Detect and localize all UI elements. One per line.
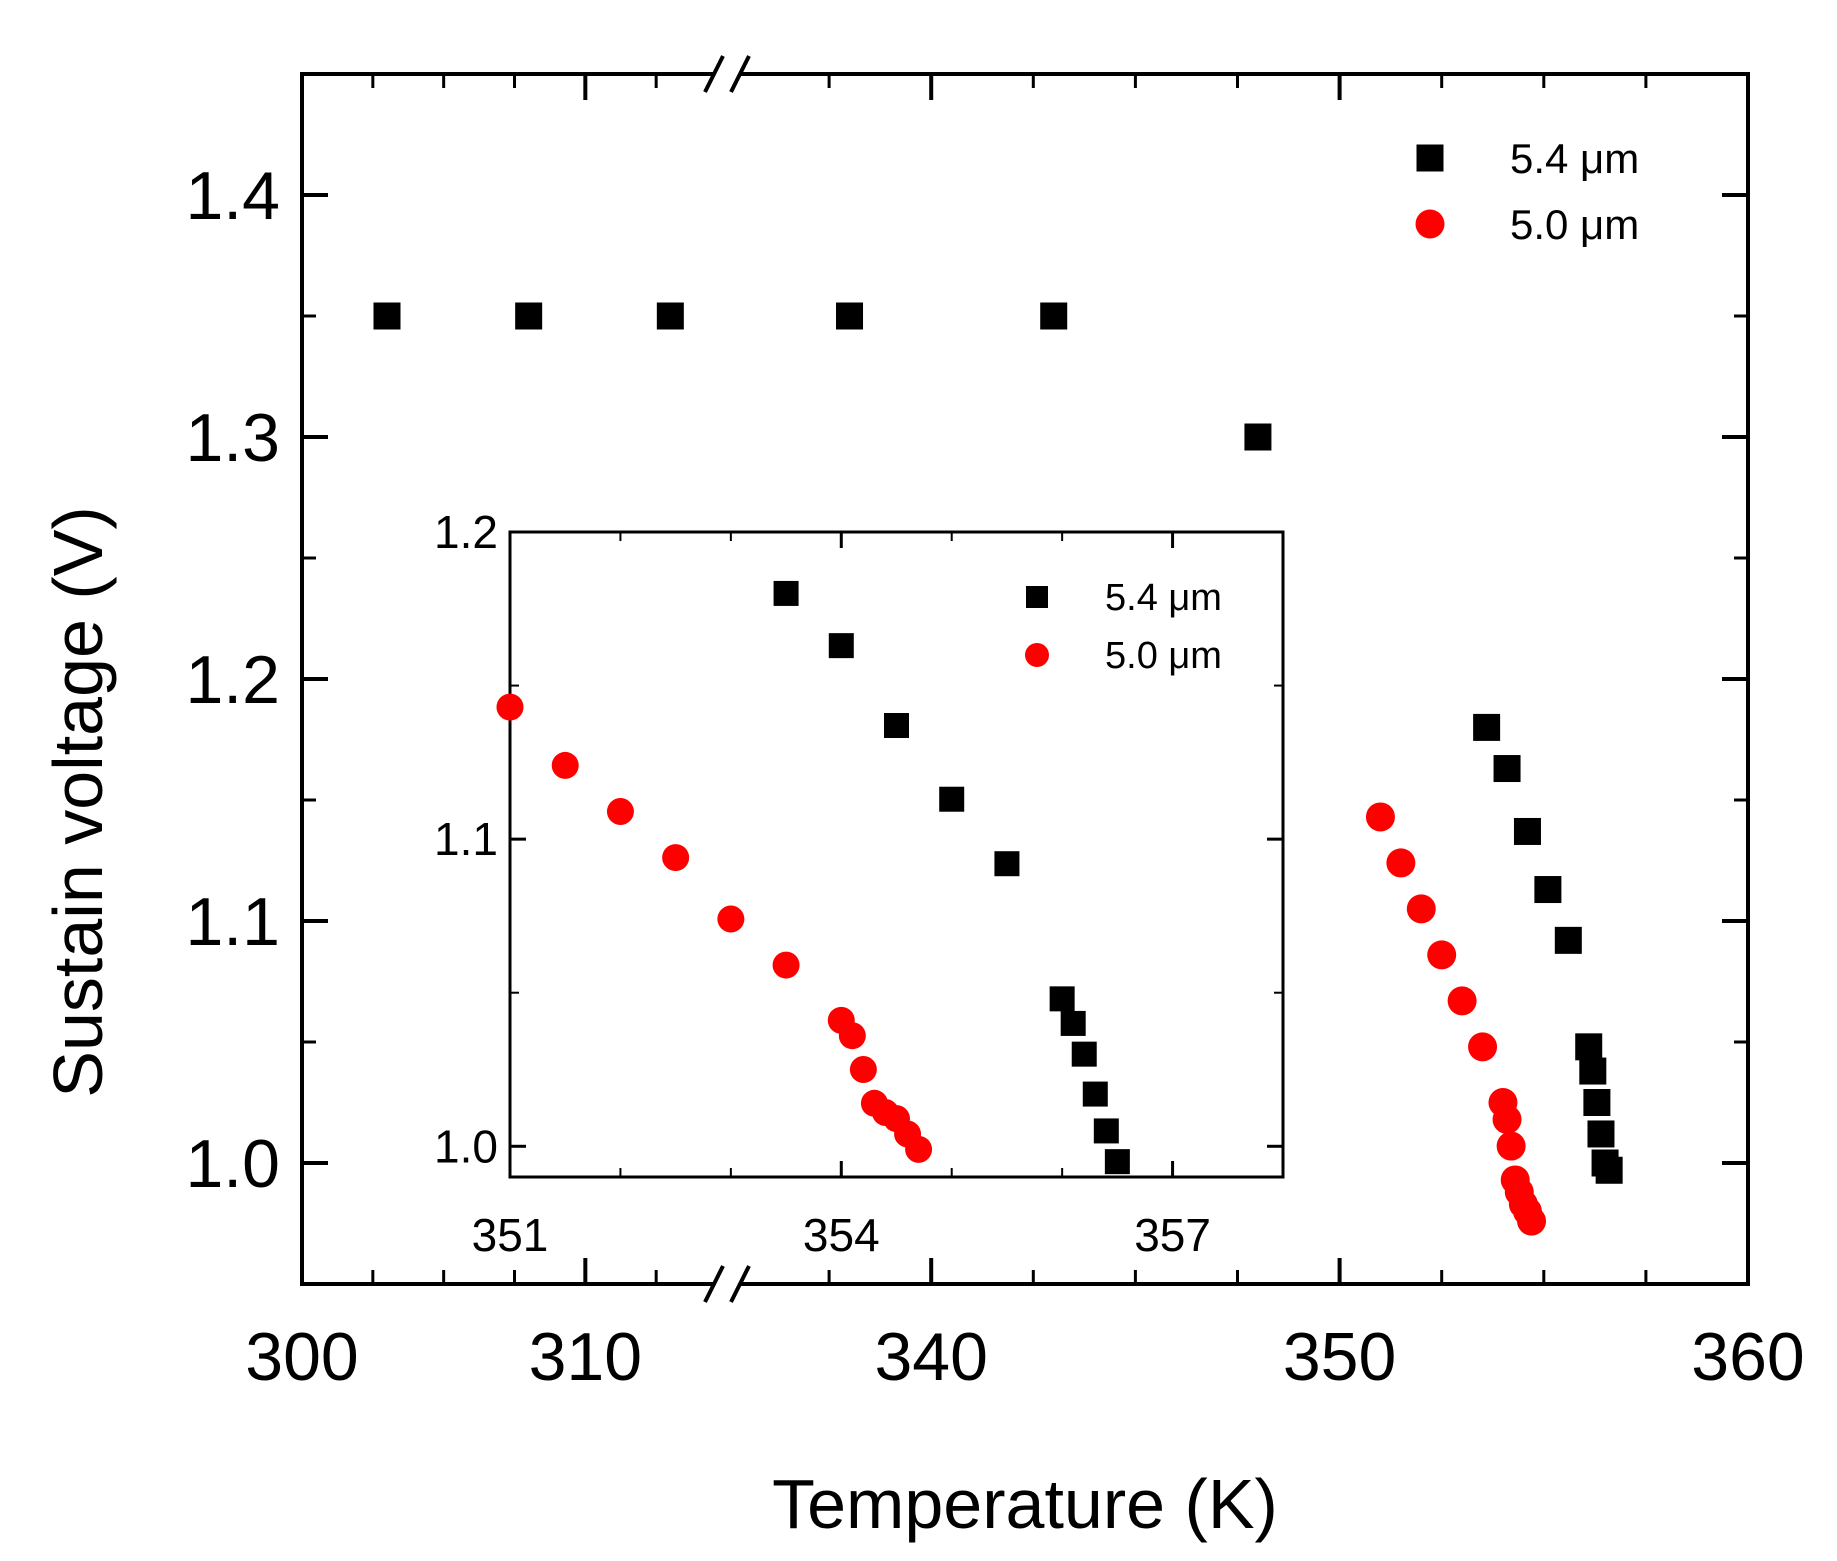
inset-point-circle	[838, 1022, 866, 1050]
main-point-square	[1244, 423, 1272, 451]
axis-break-gap	[713, 1278, 741, 1290]
inset-legend-marker	[1026, 586, 1048, 608]
main-tick-labels: 1.0 1.1 1.2 1.3 1.4 300 310 340 350 360	[185, 158, 1804, 1395]
inset-point-circle	[717, 905, 745, 933]
main-data-points	[373, 302, 1623, 1236]
main-point-square	[1040, 302, 1068, 330]
main-legend-label: 5.4 μm	[1510, 135, 1639, 182]
inset-point-circle	[905, 1135, 933, 1163]
main-y-axis-label: Sustain voltage (V)	[39, 506, 117, 1097]
main-x-tick-label: 350	[1283, 1319, 1396, 1395]
main-x-axis-label: Temperature (K)	[772, 1465, 1278, 1543]
inset-point-square	[1082, 1081, 1108, 1107]
main-ticks	[300, 72, 1750, 1284]
main-point-circle	[1427, 940, 1457, 970]
inset-point-circle	[496, 693, 524, 721]
inset-data-points	[496, 580, 1130, 1175]
axis-break-gap	[713, 68, 741, 80]
main-point-square	[1473, 713, 1501, 741]
axis-break-slash	[703, 55, 725, 93]
main-legend-marker	[1416, 144, 1444, 172]
main-point-square	[1493, 755, 1521, 783]
main-point-square	[1579, 1057, 1607, 1085]
inset-x-tick-label: 351	[472, 1209, 549, 1261]
main-point-circle	[1517, 1206, 1547, 1236]
main-axis-break	[703, 55, 751, 1303]
inset-legend-label: 5.0 μm	[1105, 635, 1222, 677]
axis-break-slash	[729, 55, 751, 93]
main-x-tick-label: 310	[529, 1319, 642, 1395]
main-x-tick-label: 360	[1691, 1319, 1804, 1395]
main-point-circle	[1492, 1104, 1522, 1134]
main-point-square	[373, 302, 401, 330]
main-x-tick-label: 340	[874, 1319, 987, 1395]
main-y-tick-label: 1.2	[185, 642, 280, 718]
inset-point-square	[1104, 1149, 1130, 1175]
inset-point-square	[994, 851, 1020, 877]
axis-break-slash	[729, 1265, 751, 1303]
inset-point-square	[939, 786, 965, 812]
inset-y-tick-label: 1.2	[434, 506, 498, 558]
axis-break-slash	[703, 1265, 725, 1303]
main-point-square	[1583, 1089, 1611, 1116]
main-point-circle	[1447, 986, 1477, 1016]
inset-y-tick-label: 1.1	[434, 813, 498, 865]
inset-point-square	[1071, 1041, 1097, 1067]
inset-x-tick-label: 354	[803, 1209, 880, 1261]
inset-y-tick-label: 1.0	[434, 1120, 498, 1172]
inset-legend: 5.4 μm 5.0 μm	[1025, 577, 1222, 677]
main-y-tick-label: 1.3	[185, 400, 280, 476]
main-x-tick-label: 300	[245, 1319, 358, 1395]
inset-ticks	[508, 530, 1284, 1177]
main-point-circle	[1386, 848, 1416, 878]
inset-point-circle	[606, 798, 634, 825]
inset-point-square	[1049, 986, 1075, 1012]
inset-point-square	[1060, 1010, 1086, 1036]
main-y-tick-label: 1.0	[185, 1126, 280, 1202]
main-point-square	[1575, 1033, 1603, 1061]
main-point-circle	[1406, 894, 1436, 924]
main-y-tick-label: 1.1	[185, 884, 280, 960]
inset-point-square	[884, 713, 909, 738]
inset-point-circle	[849, 1056, 877, 1083]
main-y-tick-label: 1.4	[185, 158, 280, 234]
main-point-square	[1513, 817, 1541, 845]
inset-point-circle	[662, 844, 690, 872]
inset-legend-label: 5.4 μm	[1105, 577, 1222, 619]
main-legend-label: 5.0 μm	[1510, 201, 1639, 248]
inset-tick-labels: 1.0 1.1 1.2 351 354 357	[434, 506, 1211, 1261]
main-point-square	[1587, 1120, 1615, 1148]
inset-plot-frame	[508, 530, 1285, 1179]
main-point-circle	[1365, 802, 1395, 832]
inset-point-square	[1093, 1118, 1119, 1144]
main-point-square	[515, 302, 543, 330]
main-point-square	[836, 302, 864, 330]
main-point-square	[1595, 1156, 1623, 1184]
main-legend-marker	[1415, 209, 1445, 239]
inset-point-circle	[551, 751, 579, 779]
inset-x-tick-label: 357	[1134, 1209, 1211, 1261]
main-point-circle	[1496, 1131, 1526, 1161]
inset-legend-marker	[1025, 643, 1049, 667]
main-point-square	[1534, 876, 1562, 904]
inset-chart: 1.0 1.1 1.2 351 354 357 5.4 μm 5.0 μm	[434, 506, 1285, 1261]
inset-point-circle	[772, 951, 800, 979]
main-point-circle	[1468, 1032, 1498, 1062]
inset-point-square	[828, 633, 854, 659]
main-point-square	[1554, 926, 1582, 954]
main-point-square	[656, 302, 684, 330]
inset-point-square	[773, 580, 799, 606]
main-legend: 5.4 μm 5.0 μm	[1415, 135, 1639, 248]
